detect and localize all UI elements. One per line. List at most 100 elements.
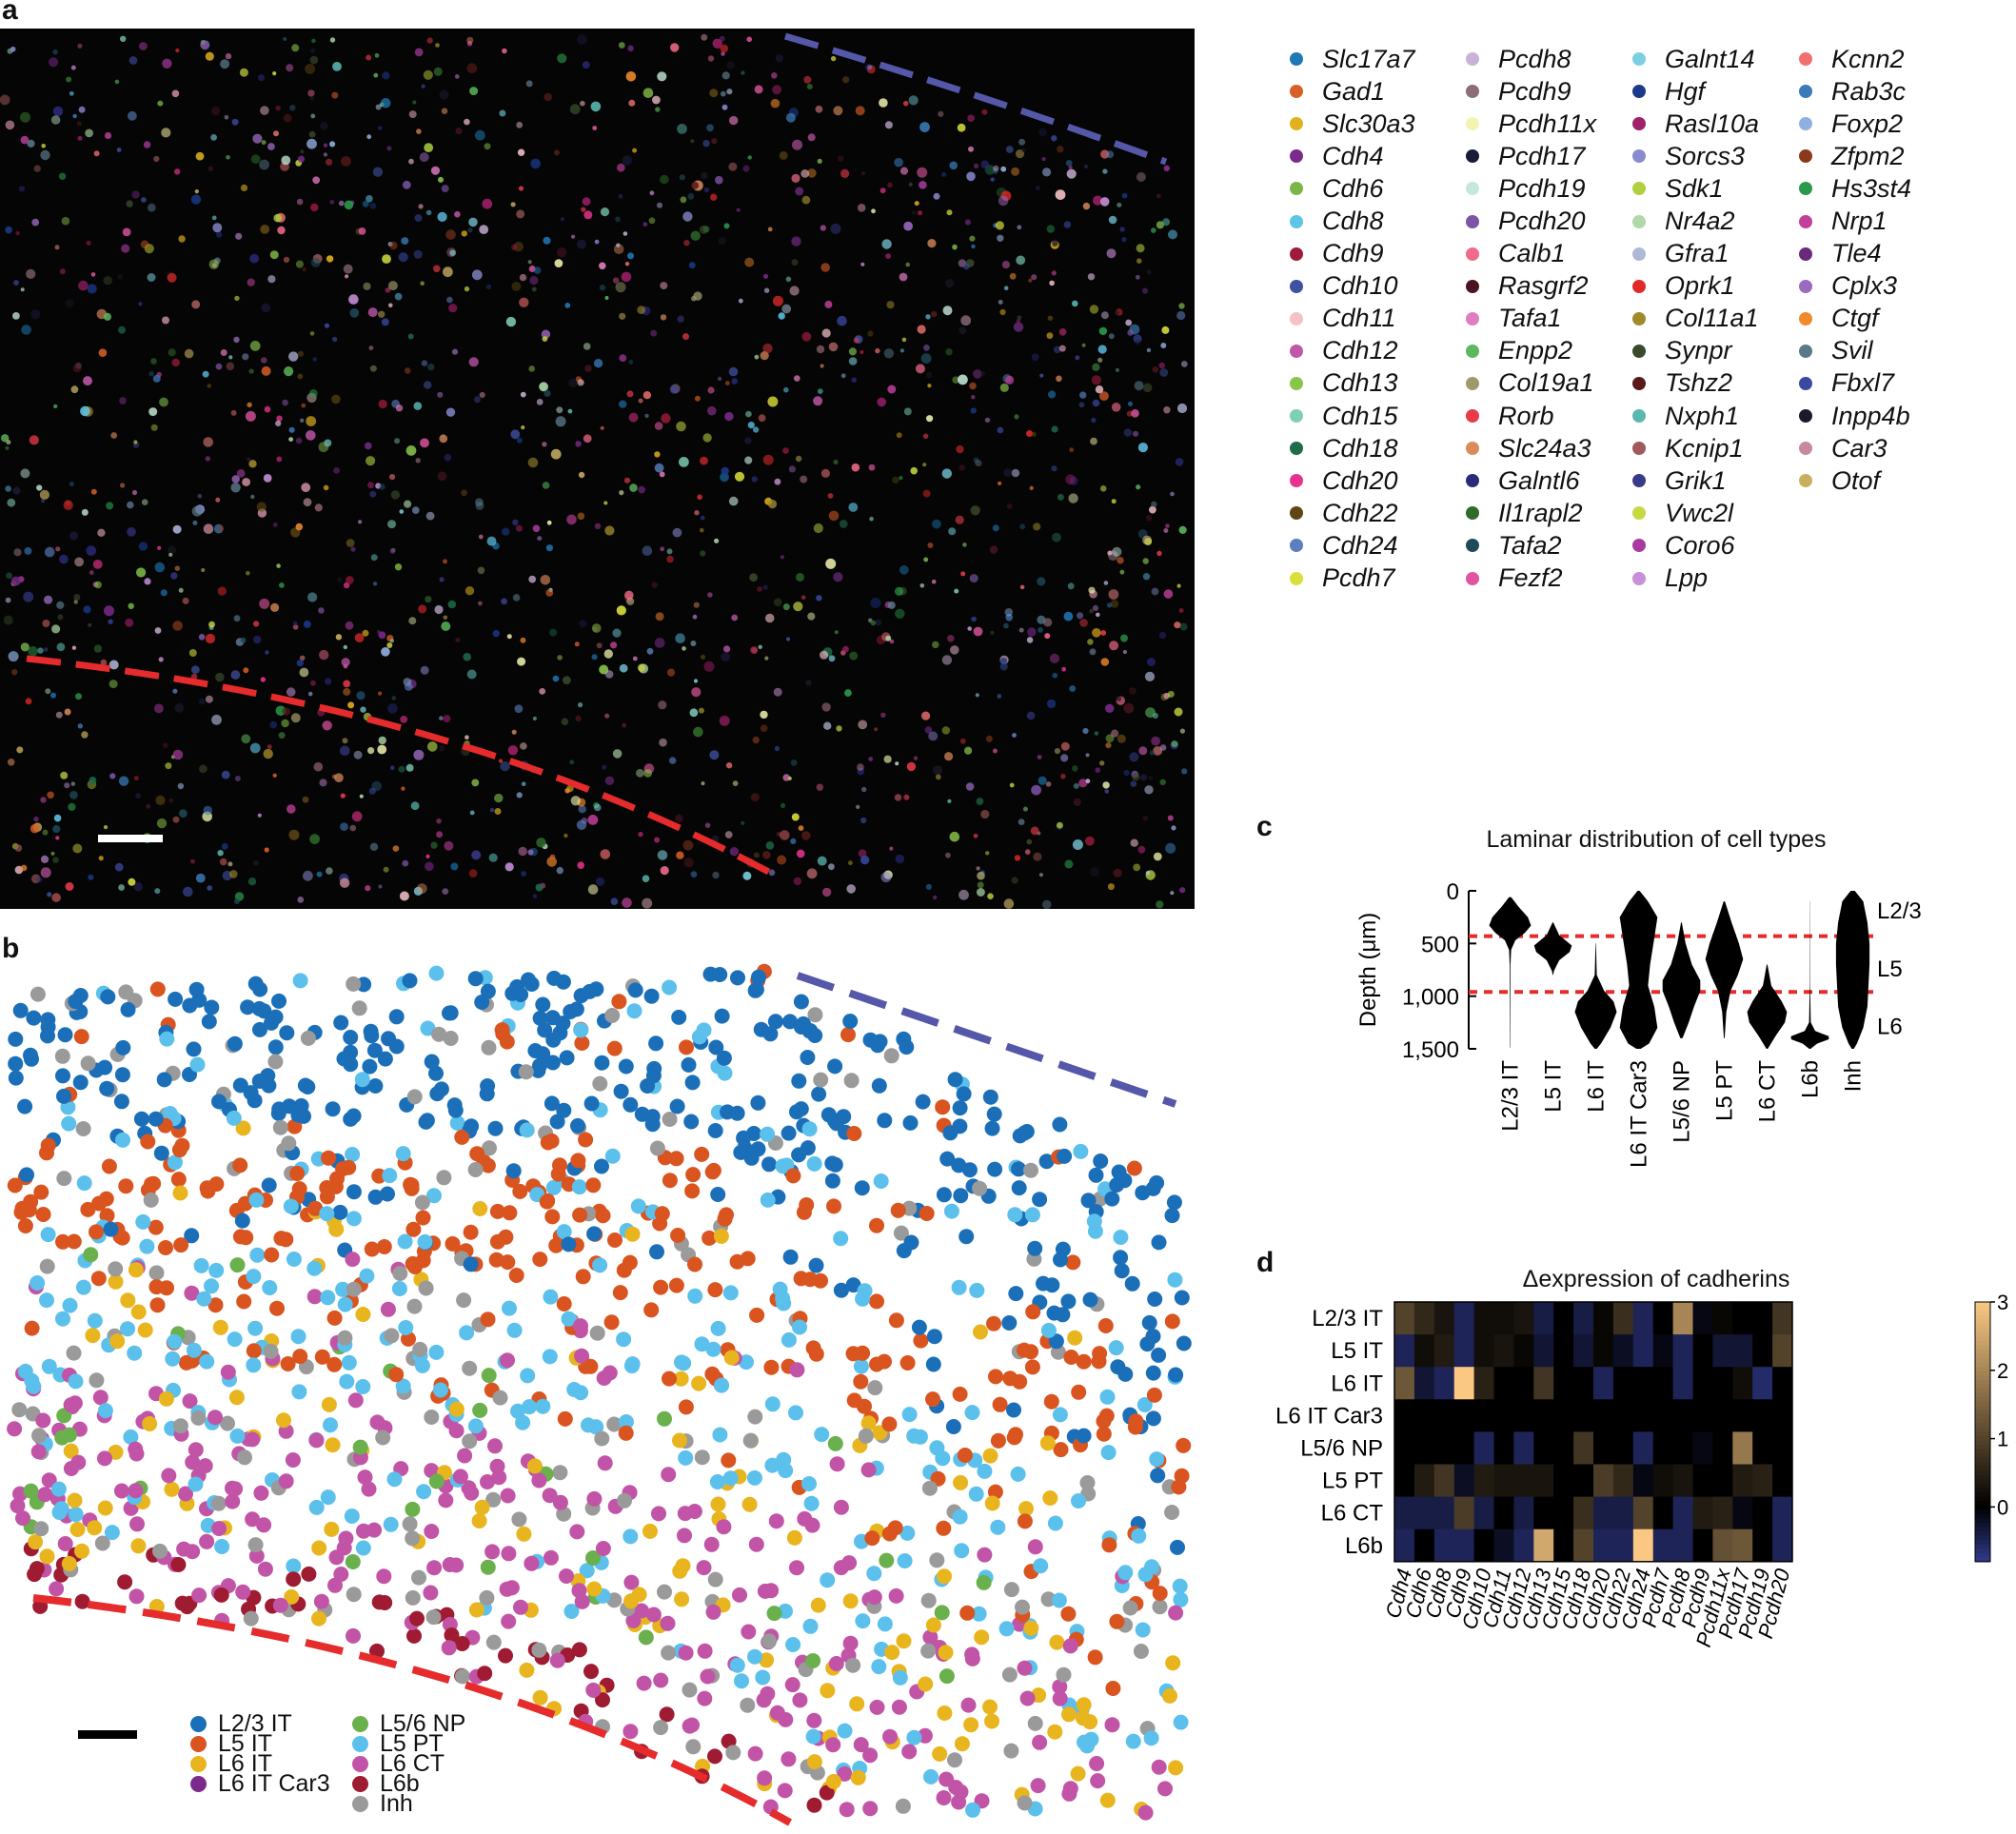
- transcript-spot: [1106, 248, 1117, 259]
- transcript-spot: [938, 110, 944, 117]
- cell-dot: [485, 1634, 502, 1650]
- cell-dot: [1051, 1592, 1067, 1608]
- transcript-spot: [289, 105, 296, 111]
- cell-dot: [746, 1469, 762, 1486]
- cell-dot: [189, 1056, 206, 1073]
- transcript-spot: [590, 101, 602, 112]
- cell-dot: [341, 1354, 357, 1371]
- cell-dot: [186, 1041, 202, 1057]
- transcript-spot: [977, 871, 985, 880]
- transcript-spot: [795, 455, 802, 463]
- transcript-spot: [736, 207, 741, 212]
- transcript-spot: [1057, 146, 1064, 153]
- transcript-spot: [463, 652, 472, 661]
- cell-dot: [1047, 1724, 1063, 1740]
- transcript-spot: [394, 438, 401, 444]
- transcript-spot: [960, 571, 966, 577]
- transcript-spot: [98, 856, 104, 861]
- cell-dot: [405, 1501, 421, 1517]
- cell-dot: [148, 1265, 165, 1281]
- transcript-spot: [477, 566, 485, 575]
- cell-dot: [19, 1167, 34, 1183]
- cell-dot: [936, 1790, 952, 1805]
- cell-dot: [220, 1364, 236, 1380]
- heatmap-cell: [1692, 1496, 1713, 1530]
- transcript-spot: [276, 415, 283, 422]
- cell-dot: [469, 1146, 485, 1162]
- cell-dot: [253, 1485, 269, 1501]
- transcript-spot: [56, 601, 65, 610]
- gene-legend-item: Oprk1: [1632, 270, 1759, 303]
- cell-dot: [72, 988, 89, 1003]
- transcript-spot: [1170, 891, 1175, 896]
- transcript-spot: [932, 641, 939, 649]
- cell-dot: [594, 1158, 609, 1174]
- transcript-spot: [1011, 877, 1018, 884]
- transcript-spot: [828, 655, 836, 662]
- transcript-spot: [932, 519, 941, 529]
- transcript-spot: [887, 601, 896, 609]
- heatmap-cell: [1692, 1464, 1713, 1498]
- transcript-spot: [1127, 329, 1134, 336]
- cell-dot: [559, 1568, 574, 1584]
- cell-dot: [555, 974, 571, 990]
- transcript-spot: [1053, 345, 1061, 354]
- transcript-spot: [1149, 750, 1155, 756]
- celltype-color-dot: [352, 1776, 368, 1792]
- heatmap-cell: [1593, 1367, 1614, 1400]
- transcript-spot: [52, 49, 58, 55]
- heatmap-cell: [1453, 1334, 1475, 1368]
- celltype-name: L2/3 IT: [218, 1710, 292, 1737]
- transcript-spot: [824, 300, 833, 308]
- cell-dot: [687, 1288, 703, 1304]
- transcript-spot: [378, 631, 386, 640]
- cell-dot: [973, 1324, 988, 1340]
- cell-dot: [574, 1593, 590, 1609]
- cell-dot: [694, 1146, 710, 1162]
- transcript-spot: [436, 818, 442, 824]
- transcript-spot: [697, 494, 702, 501]
- transcript-spot: [1082, 202, 1091, 210]
- celltype-name: L6 IT Car3: [218, 1770, 330, 1797]
- transcript-spot: [542, 442, 547, 447]
- transcript-spot: [561, 718, 569, 726]
- cell-dot: [1168, 1605, 1184, 1621]
- transcript-spot: [1012, 733, 1017, 738]
- transcript-spot: [464, 286, 470, 292]
- colorbar-segment: [1975, 1375, 1990, 1381]
- transcript-spot: [930, 310, 938, 318]
- cell-dot: [1164, 1505, 1180, 1520]
- transcript-spot: [815, 105, 823, 113]
- cell-dot: [918, 1676, 934, 1692]
- transcript-spot: [648, 217, 656, 225]
- transcript-spot: [1087, 273, 1096, 281]
- cell-dot: [1152, 1599, 1168, 1615]
- cell-dot: [364, 1028, 380, 1044]
- cell-dot: [199, 1353, 215, 1370]
- cell-dot: [335, 1281, 351, 1297]
- transcript-spot: [539, 688, 546, 695]
- cell-dot: [63, 1461, 79, 1476]
- transcript-spot: [997, 234, 1004, 242]
- transcript-spot: [1049, 280, 1055, 286]
- transcript-spot: [575, 441, 582, 447]
- gene-color-dot: [1290, 539, 1303, 553]
- cell-dot: [257, 1561, 273, 1577]
- transcript-spot: [439, 434, 448, 444]
- transcript-spot: [855, 106, 865, 116]
- transcript-spot: [378, 884, 383, 889]
- colorbar-frame: [1974, 1301, 1991, 1563]
- cell-dot: [286, 1252, 302, 1267]
- transcript-spot: [691, 687, 702, 698]
- celltype-legend-item: L2/3 IT: [190, 1710, 292, 1738]
- cell-dot: [855, 1345, 871, 1361]
- cell-dot: [1027, 1715, 1043, 1731]
- cell-dot: [845, 1277, 861, 1293]
- cell-dot: [213, 1587, 229, 1603]
- gene-name: Cdh20: [1322, 465, 1398, 495]
- cell-dot: [1036, 1275, 1051, 1292]
- gene-legend-item: Nrp1: [1799, 205, 1911, 237]
- transcript-spot: [757, 586, 762, 592]
- transcript-spot: [320, 122, 328, 130]
- transcript-spot: [20, 642, 30, 652]
